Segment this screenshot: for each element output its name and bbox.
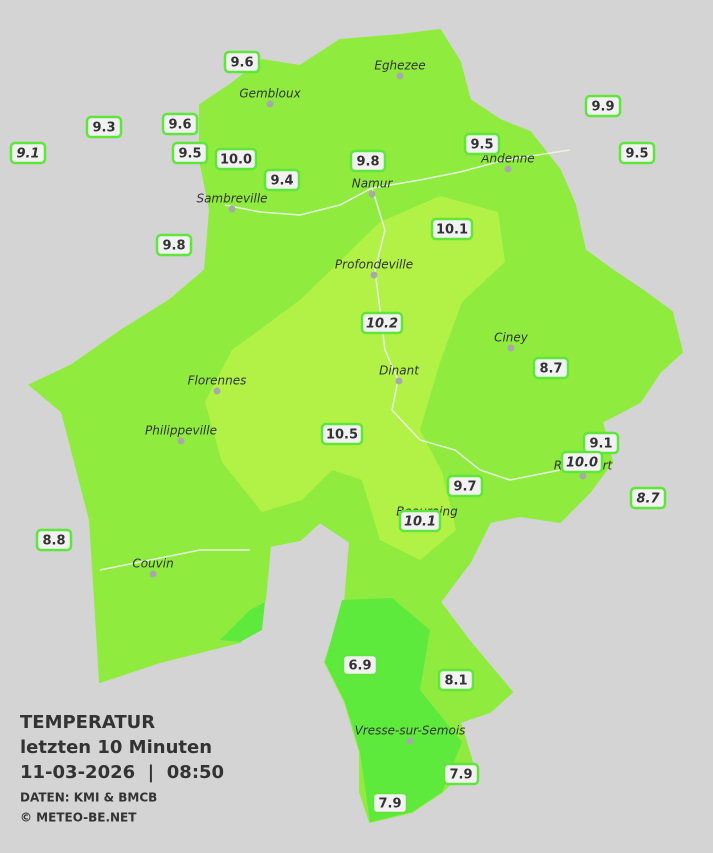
town-dot — [579, 472, 587, 480]
station-value: 9.8 — [356, 155, 379, 170]
town-label: Profondeville — [335, 258, 413, 272]
station-box — [430, 217, 474, 241]
station-box — [161, 112, 199, 136]
station-box — [85, 115, 123, 139]
town-label: Ciney — [494, 331, 529, 345]
station-value: 9.6 — [230, 56, 253, 71]
town-dot — [368, 190, 376, 198]
station-value: 9.3 — [92, 121, 115, 136]
station-value: 8.8 — [42, 534, 65, 549]
town-dot — [228, 205, 236, 213]
station-box — [171, 141, 209, 165]
town-dot — [177, 437, 185, 445]
period: letzten 10 Minuten — [20, 737, 212, 758]
station-value: 9.7 — [453, 480, 476, 495]
station-box — [446, 474, 484, 498]
town-dot — [395, 377, 403, 385]
station-value: 9.5 — [625, 147, 648, 162]
station-value: 9.6 — [168, 118, 191, 133]
station-box — [371, 791, 409, 815]
cool-zone — [220, 602, 265, 642]
station-value: 10.5 — [326, 428, 358, 443]
station-box — [9, 141, 47, 165]
river — [371, 187, 561, 481]
station-value: 10.0 — [220, 153, 252, 168]
station-value: 9.8 — [162, 239, 185, 254]
station-box — [320, 422, 364, 446]
town-dot — [406, 737, 414, 745]
station-box — [263, 168, 301, 192]
warm-zone — [205, 196, 505, 560]
station-box — [214, 147, 258, 171]
timestamp: 11-03-2026 | 08:50 — [20, 762, 224, 783]
town-dot — [213, 387, 221, 395]
station-box — [560, 450, 604, 474]
town-dot — [370, 271, 378, 279]
station-value: 9.9 — [591, 100, 614, 115]
station-box — [349, 149, 387, 173]
station-value: 9.1 — [589, 437, 612, 452]
town-label: Vresse-sur-Semois — [355, 724, 466, 738]
station-box — [463, 132, 501, 156]
map-title: TEMPERATUR — [20, 712, 155, 733]
river — [99, 549, 250, 571]
town-dot — [149, 570, 157, 578]
station-box — [437, 668, 475, 692]
station-box — [341, 653, 379, 677]
station-value: 8.7 — [539, 362, 562, 377]
town-dot — [507, 344, 515, 352]
town-label: Florennes — [188, 374, 247, 388]
station-value: 9.5 — [178, 147, 201, 162]
station-box — [223, 50, 261, 74]
station-value: 7.9 — [449, 768, 472, 783]
station-box — [360, 311, 404, 335]
station-value: 9.5 — [470, 138, 493, 153]
station-box — [532, 356, 570, 380]
town-label: Philippeville — [145, 424, 217, 438]
station-value: 9.1 — [16, 147, 39, 162]
station-value: 6.9 — [348, 659, 371, 674]
station-value: 10.0 — [566, 456, 598, 471]
station-box — [618, 141, 656, 165]
source: DATEN: KMI & BMCB — [20, 791, 157, 805]
station-value: 8.1 — [444, 674, 467, 689]
station-value: 9.4 — [270, 174, 293, 189]
town-label: Namur — [352, 177, 394, 191]
town-label: Sambreville — [196, 192, 267, 206]
town-label: Gembloux — [239, 87, 301, 101]
station-box — [442, 762, 480, 786]
town-label: Dinant — [379, 364, 420, 378]
town-dot — [504, 165, 512, 173]
station-value: 10.2 — [366, 317, 398, 332]
station-value: 10.1 — [436, 223, 468, 238]
station-value: 7.9 — [378, 797, 401, 812]
town-dot — [396, 72, 404, 80]
station-box — [629, 486, 667, 510]
station-box — [584, 94, 622, 118]
town-dot — [266, 100, 274, 108]
station-value: 10.1 — [404, 515, 436, 530]
station-value: 8.7 — [636, 492, 660, 507]
town-label: Eghezee — [374, 59, 425, 73]
station-box — [398, 509, 442, 533]
stations: 9.6 9.3 9.6 9.1 9.5 10.0 9.4 9.8 9.5 9.9 9.5 9.8 10.… — [9, 50, 667, 815]
station-box — [35, 528, 73, 552]
copyright: © METEO-BE.NET — [20, 811, 137, 825]
town-label: Couvin — [132, 557, 173, 571]
station-box — [155, 233, 193, 257]
